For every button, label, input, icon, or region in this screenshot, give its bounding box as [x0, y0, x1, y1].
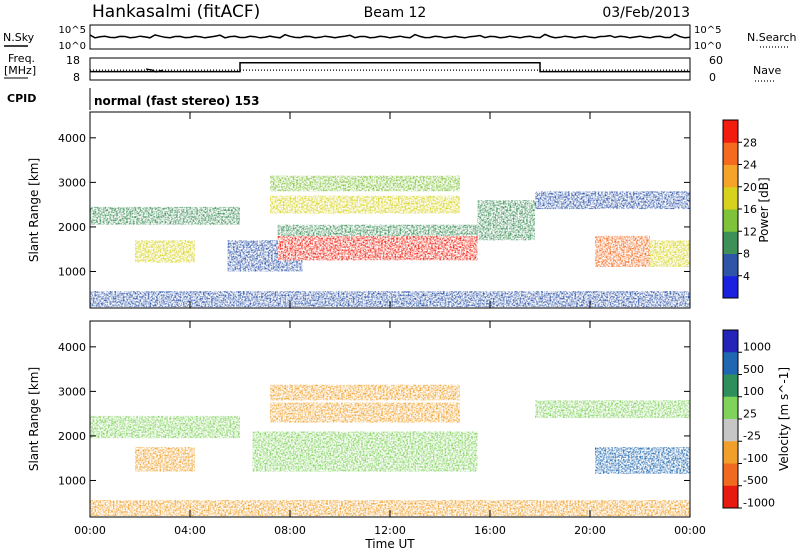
power-panel-region-11 — [90, 291, 690, 308]
power-colorbar-tick-label: 16 — [743, 203, 757, 216]
power-panel-ytick-label: 2000 — [58, 221, 86, 234]
cpid-text: normal (fast stereo) 153 — [94, 94, 260, 108]
power-panel-region-7 — [477, 200, 535, 241]
velocity-panel-region-2 — [535, 400, 690, 419]
x-axis-title: Time UT — [364, 537, 415, 551]
nave-label: Nave — [753, 64, 781, 77]
velocity-panel-xtick-label: 12:00 — [374, 524, 406, 537]
velocity-panel-xtick-label: 04:00 — [174, 524, 206, 537]
velocity-colorbar-tick-label: 1000 — [743, 341, 771, 354]
power-panel-region-1 — [135, 240, 195, 263]
velocity-colorbar-label: Velocity [m s^-1] — [777, 367, 791, 471]
nave-trace — [90, 62, 690, 73]
power-colorbar-segment — [723, 120, 738, 143]
power-colorbar-tick-label: 8 — [743, 248, 750, 261]
power-panel-region-0 — [90, 206, 240, 225]
power-colorbar-segment — [723, 275, 738, 299]
power-panel-region-8 — [535, 191, 690, 210]
velocity-colorbar-tick-label: 500 — [743, 363, 764, 376]
power-panel-ytick-label: 4000 — [58, 132, 86, 145]
velocity-colorbar-segment — [723, 463, 738, 487]
date-title: 03/Feb/2013 — [602, 5, 690, 21]
velocity-colorbar-segment — [723, 396, 738, 420]
noise-tick-bottom-left: 10^0 — [59, 41, 86, 52]
power-panel-ytick-label: 3000 — [58, 176, 86, 189]
noise-tick-top-left: 10^5 — [59, 25, 86, 36]
velocity-colorbar-tick-label: 25 — [743, 407, 757, 420]
power-colorbar-segment — [723, 209, 738, 232]
noise-strip: N.Sky 10^5 10^0 10^5 10^0 N.Search — [3, 24, 797, 52]
velocity-colorbar-segment — [723, 352, 738, 375]
power-colorbar-segment — [723, 142, 738, 165]
power-colorbar-segment — [723, 186, 738, 210]
power-colorbar-segment — [723, 231, 738, 254]
noise-frame — [89, 24, 691, 50]
velocity-colorbar-tick-label: 100 — [743, 385, 764, 398]
freq-strip: Freq. [MHz] 18 8 60 0 Nave — [4, 52, 781, 84]
velocity-colorbar-segment — [723, 330, 738, 353]
velocity-panel-ytick-label: 4000 — [58, 341, 86, 354]
power-colorbar-tick-label: 12 — [743, 225, 757, 238]
nsky-label: N.Sky — [3, 31, 35, 44]
power-ylabel: Slant Range [km] — [27, 158, 41, 262]
power-colorbar-tick-label: 28 — [743, 136, 757, 149]
noise-tick-bottom-right: 10^0 — [694, 41, 721, 52]
velocity-panel-ytick-label: 2000 — [58, 430, 86, 443]
velocity-panel-xtick-label: 16:00 — [474, 524, 506, 537]
power-colorbar-tick-label: 20 — [743, 181, 757, 194]
velocity-panel-region-5 — [270, 384, 460, 401]
velocity-panel-ytick-label: 3000 — [58, 385, 86, 398]
power-colorbar-tick-label: 24 — [743, 159, 757, 172]
velocity-panel-xtick-label: 08:00 — [274, 524, 306, 537]
freq-tick-top: 18 — [66, 54, 80, 67]
beam-title: Beam 12 — [364, 5, 427, 21]
velocity-colorbar-tick-label: -1000 — [743, 496, 775, 509]
freq-tick-bottom: 8 — [73, 71, 80, 84]
noise-tick-top-right: 10^5 — [694, 25, 721, 36]
power-panel: 1000 2000 3000 4000 Slant Range [km] — [27, 111, 691, 309]
velocity-panel-region-6 — [595, 447, 690, 474]
velocity-panel-xtick-label: 00:00 — [674, 524, 706, 537]
nave-tick-bottom: 0 — [709, 71, 716, 84]
power-colorbar-segment — [723, 164, 738, 188]
noise-trace — [89, 33, 691, 39]
freq-label-1: Freq. — [8, 52, 35, 65]
velocity-panel-xtick-label: 00:00 — [74, 524, 106, 537]
power-panel-region-5 — [270, 195, 460, 214]
velocity-ylabel: Slant Range [km] — [27, 367, 41, 471]
velocity-colorbar-segment — [723, 485, 738, 509]
velocity-panel-region-4 — [270, 402, 460, 423]
velocity-colorbar-segment — [723, 441, 738, 464]
power-panel-region-10 — [650, 240, 690, 267]
velocity-colorbar-tick-label: -100 — [743, 452, 768, 465]
power-panel-region-9 — [595, 235, 650, 267]
freq-label-2: [MHz] — [4, 64, 36, 77]
power-panel-region-6 — [270, 175, 460, 192]
velocity-panel-region-0 — [90, 415, 240, 439]
velocity-colorbar: 1000 500 100 25 -25 -100 -500 -1000 Velocity [m… — [722, 329, 791, 509]
nave-tick-top: 60 — [709, 54, 723, 67]
velocity-panel-region-1 — [252, 431, 478, 472]
power-colorbar-label: Power [dB] — [757, 177, 771, 242]
power-panel-region-4 — [277, 224, 478, 236]
nsearch-label: N.Search — [747, 31, 797, 44]
velocity-panel: 1000 2000 3000 4000 00:00 04:00 08:00 12:00 16:… — [27, 320, 706, 551]
velocity-panel-region-3 — [135, 447, 195, 472]
power-panel-ytick-label: 1000 — [58, 265, 86, 278]
freq-frame — [89, 57, 691, 81]
velocity-colorbar-segment — [723, 419, 738, 442]
power-panel-region-3 — [277, 235, 478, 261]
velocity-panel-ytick-label: 1000 — [58, 474, 86, 487]
velocity-colorbar-tick-label: -500 — [743, 474, 768, 487]
velocity-colorbar-tick-label: -25 — [743, 430, 761, 443]
power-colorbar-tick-label: 4 — [743, 270, 750, 283]
cpid-label: CPID — [7, 92, 36, 105]
velocity-panel-xtick-label: 20:00 — [574, 524, 606, 537]
velocity-panel-region-7 — [90, 500, 690, 517]
power-colorbar: 4 8 12 16 20 24 28 Power [dB] — [722, 119, 771, 299]
station-title: Hankasalmi (fitACF) — [92, 2, 260, 22]
velocity-colorbar-segment — [723, 374, 738, 398]
power-colorbar-segment — [723, 253, 738, 277]
